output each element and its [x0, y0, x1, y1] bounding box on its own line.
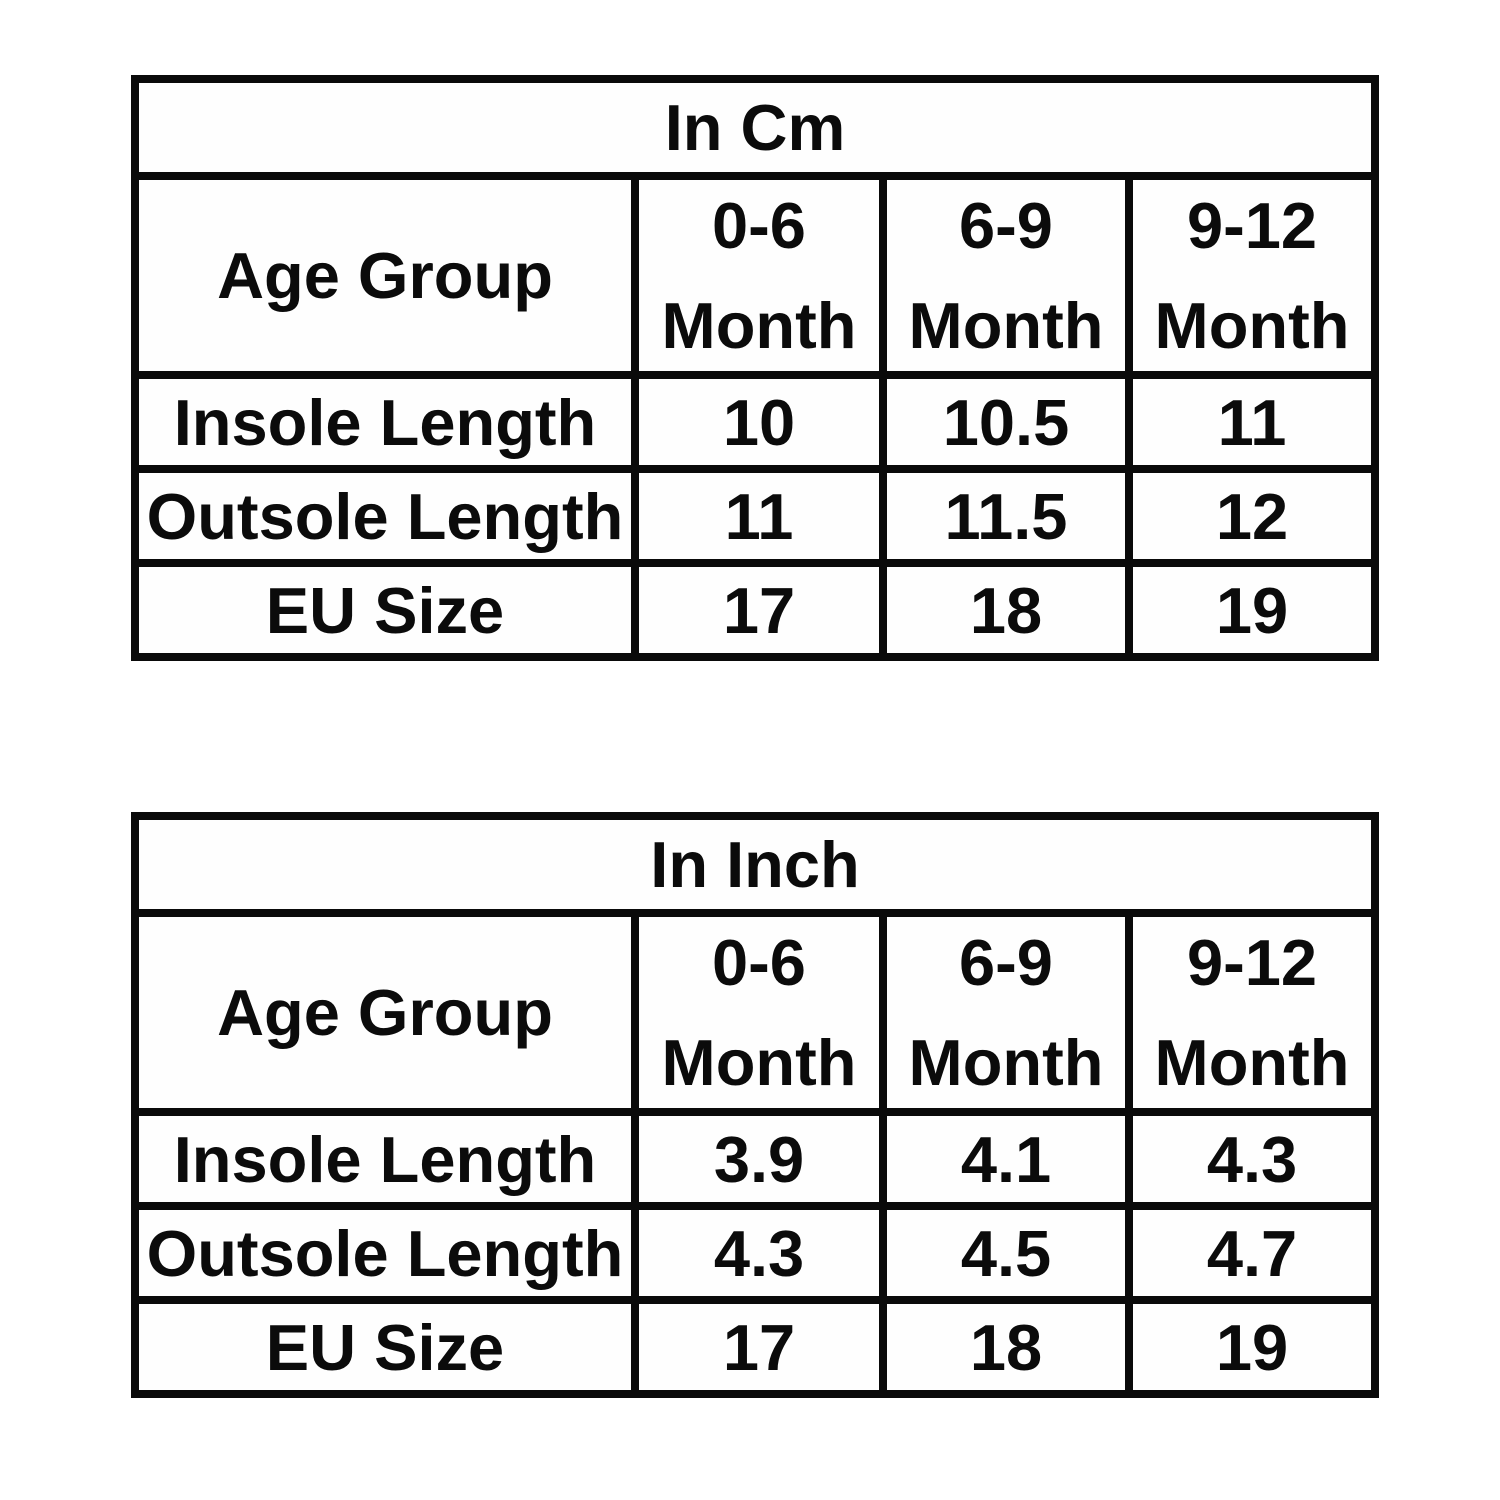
size-chart-table-inch: In Inch Age Group 0-6 Month 6-9 Month 9-… [130, 812, 1380, 1398]
value-cell: 3.9 [631, 1108, 887, 1210]
month-label: Month [661, 1025, 857, 1099]
row-label-cell: EU Size [131, 559, 639, 661]
age-range-label: 9-12 [1186, 188, 1318, 262]
age-range-label: 0-6 [712, 925, 806, 999]
value-cell: 17 [631, 1296, 887, 1398]
value-cell: 4.3 [1124, 1108, 1380, 1210]
table-title-inch: In Inch [130, 812, 1380, 917]
age-range-label: 6-9 [959, 925, 1053, 999]
month-header-cell: 9-12 Month [1124, 909, 1380, 1116]
value-cell: 4.7 [1124, 1202, 1380, 1304]
value-cell: 19 [1125, 559, 1379, 661]
table-row: Outsole Length 11 11.5 12 [131, 465, 1379, 567]
table-row: In Cm [131, 75, 1379, 180]
row-label-cell: Insole Length [131, 1108, 639, 1210]
month-label: Month [908, 1025, 1104, 1099]
value-cell: 11 [631, 465, 887, 567]
row-label-cell: EU Size [131, 1296, 639, 1398]
row-label-cell: Insole Length [131, 371, 639, 473]
age-group-header-cell: Age Group [131, 172, 639, 379]
table-row: Outsole Length 4.3 4.5 4.7 [131, 1202, 1380, 1304]
value-cell: 4.5 [879, 1202, 1133, 1304]
month-label: Month [908, 288, 1104, 362]
month-header-cell: 0-6 Month [631, 909, 887, 1116]
value-cell: 17 [631, 559, 887, 661]
value-cell: 12 [1125, 465, 1379, 567]
table-row: EU Size 17 18 19 [131, 1296, 1380, 1398]
age-range-label: 0-6 [712, 188, 806, 262]
month-header-cell: 9-12 Month [1125, 172, 1379, 379]
value-cell: 10.5 [879, 371, 1133, 473]
value-cell: 11.5 [879, 465, 1133, 567]
value-cell: 10 [631, 371, 887, 473]
age-group-header-cell: Age Group [131, 909, 639, 1116]
value-cell: 18 [879, 1296, 1133, 1398]
month-header-cell: 6-9 Month [879, 909, 1133, 1116]
table-row: Insole Length 10 10.5 11 [131, 371, 1379, 473]
row-label-cell: Outsole Length [131, 465, 639, 567]
value-cell: 19 [1124, 1296, 1380, 1398]
value-cell: 18 [879, 559, 1133, 661]
month-label: Month [661, 288, 857, 362]
table-row: Age Group 0-6 Month 6-9 Month 9-12 Month [131, 909, 1380, 1116]
month-header-cell: 0-6 Month [631, 172, 887, 379]
table-title-cm: In Cm [131, 75, 1379, 180]
table-row: Insole Length 3.9 4.1 4.3 [131, 1108, 1380, 1210]
value-cell: 4.1 [879, 1108, 1133, 1210]
month-label: Month [1154, 1025, 1350, 1099]
value-cell: 4.3 [631, 1202, 887, 1304]
table-row: Age Group 0-6 Month 6-9 Month 9-12 Month [131, 172, 1379, 379]
month-label: Month [1154, 288, 1350, 362]
month-header-cell: 6-9 Month [879, 172, 1133, 379]
table-row: EU Size 17 18 19 [131, 559, 1379, 661]
table-row: In Inch [130, 812, 1380, 917]
age-range-label: 6-9 [959, 188, 1053, 262]
age-range-label: 9-12 [1186, 925, 1318, 999]
size-chart-table-cm: In Cm Age Group 0-6 Month 6-9 Month 9-12… [131, 75, 1379, 661]
row-label-cell: Outsole Length [131, 1202, 639, 1304]
value-cell: 11 [1125, 371, 1379, 473]
